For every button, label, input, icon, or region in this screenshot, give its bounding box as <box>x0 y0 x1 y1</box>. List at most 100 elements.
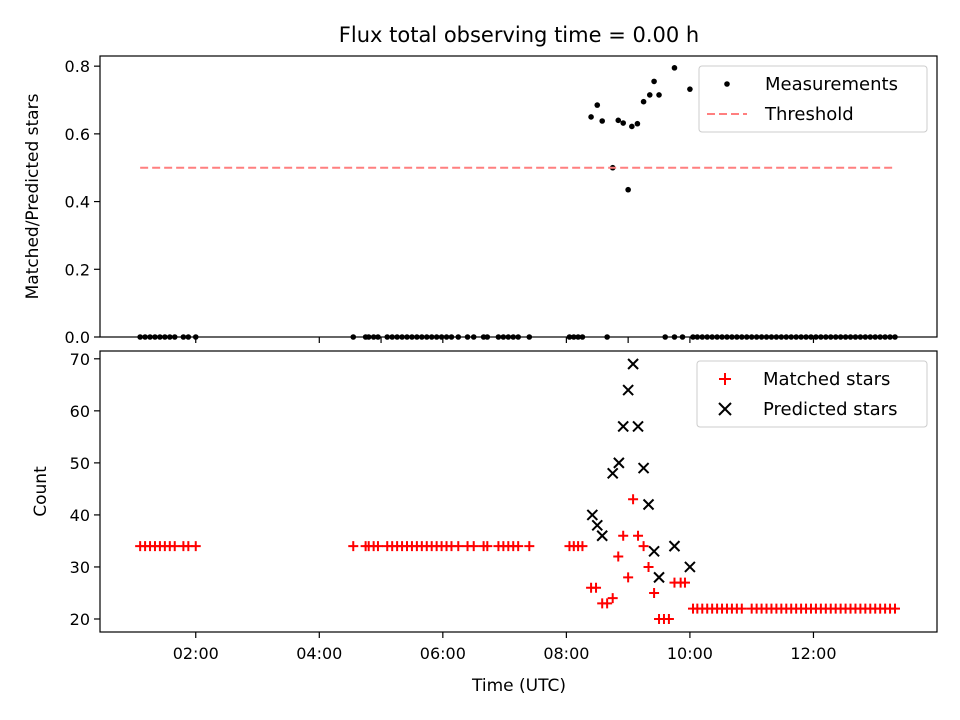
y-tick-label: 40 <box>70 506 90 525</box>
data-point <box>575 334 581 340</box>
data-point <box>724 334 730 340</box>
data-point <box>566 334 573 340</box>
data-point <box>734 334 740 340</box>
data-point <box>625 186 631 193</box>
legend-swatch <box>724 81 730 87</box>
y-axis-label: Matched/Predicted stars <box>23 93 43 299</box>
data-point <box>877 334 883 340</box>
data-point <box>152 334 158 340</box>
x-tick-label: 02:00 <box>173 644 219 663</box>
data-point <box>370 334 377 340</box>
data-point <box>409 334 415 340</box>
data-point <box>679 577 690 588</box>
data-point <box>591 519 603 532</box>
data-point <box>586 509 599 521</box>
data-point <box>634 120 641 127</box>
data-point <box>588 114 594 120</box>
data-point <box>570 334 577 340</box>
y-tick-label: 0.2 <box>65 260 90 279</box>
data-point <box>524 541 535 552</box>
data-point <box>599 118 605 124</box>
plot-frame <box>99 350 938 633</box>
data-point <box>190 541 201 552</box>
data-point <box>788 334 795 340</box>
data-point <box>671 334 678 340</box>
bottom-panel: 20 30 40 50 60 70 02:00 04:00 06:00 08:00 10:00 12:… <box>31 350 938 663</box>
data-point <box>690 334 696 340</box>
data-point <box>384 334 391 340</box>
data-point <box>443 334 450 340</box>
data-point <box>505 334 512 340</box>
data-point <box>642 498 655 511</box>
data-point <box>617 420 629 433</box>
data-point <box>763 334 770 340</box>
series-measurements <box>137 65 898 340</box>
data-point <box>622 384 634 396</box>
series-matched-stars <box>135 494 900 624</box>
legend-label: Threshold <box>764 104 854 125</box>
data-point <box>142 334 148 340</box>
data-point <box>643 561 654 572</box>
data-point <box>602 598 613 609</box>
y-tick-label: 0.0 <box>65 328 90 347</box>
y-axis-label: Count <box>31 466 51 517</box>
data-point <box>375 334 381 340</box>
data-point <box>646 92 653 98</box>
data-point <box>515 334 521 340</box>
data-point <box>867 334 874 340</box>
data-point <box>694 334 701 340</box>
data-point <box>773 334 780 340</box>
data-point <box>579 334 586 340</box>
y-tick-label: 0.8 <box>65 57 90 76</box>
data-point <box>596 530 608 542</box>
data-point <box>389 334 395 340</box>
data-point <box>887 334 893 340</box>
data-point <box>709 334 715 340</box>
data-point <box>604 334 610 340</box>
x-tick-label: 06:00 <box>420 644 466 663</box>
data-point <box>633 530 644 541</box>
data-point <box>162 334 168 340</box>
data-point <box>468 541 479 552</box>
data-point <box>623 572 634 583</box>
data-point <box>169 541 180 552</box>
data-point <box>684 561 696 573</box>
series-predicted-stars <box>586 358 696 584</box>
legend-label: Predicted stars <box>763 399 897 420</box>
data-point <box>513 541 524 552</box>
data-point <box>679 334 686 340</box>
data-point <box>484 334 491 340</box>
data-point <box>719 334 725 340</box>
data-point <box>628 494 639 505</box>
legend-swatch <box>718 402 732 416</box>
data-point <box>837 334 844 340</box>
data-point <box>404 334 410 340</box>
data-point <box>157 334 163 340</box>
data-point <box>808 334 814 340</box>
data-point <box>448 334 455 340</box>
x-tick-label: 04:00 <box>296 644 342 663</box>
legend: Measurements Threshold <box>698 65 928 133</box>
data-point <box>656 92 662 98</box>
data-point <box>663 613 674 624</box>
data-point <box>671 65 678 71</box>
data-point <box>428 334 435 340</box>
data-point <box>739 334 745 340</box>
data-point <box>414 334 420 340</box>
legend-label: Matched stars <box>763 369 890 390</box>
data-point <box>704 334 711 340</box>
legend: Matched stars Predicted stars <box>696 360 928 428</box>
data-point <box>618 530 629 541</box>
data-point <box>606 467 619 479</box>
data-point <box>753 334 760 340</box>
data-point <box>613 457 625 469</box>
data-point <box>607 593 618 604</box>
data-point <box>464 334 471 340</box>
data-point <box>419 334 425 340</box>
data-point <box>470 334 477 340</box>
data-point <box>171 334 178 340</box>
data-point <box>632 420 644 433</box>
data-point <box>729 334 735 340</box>
data-point <box>180 334 187 340</box>
